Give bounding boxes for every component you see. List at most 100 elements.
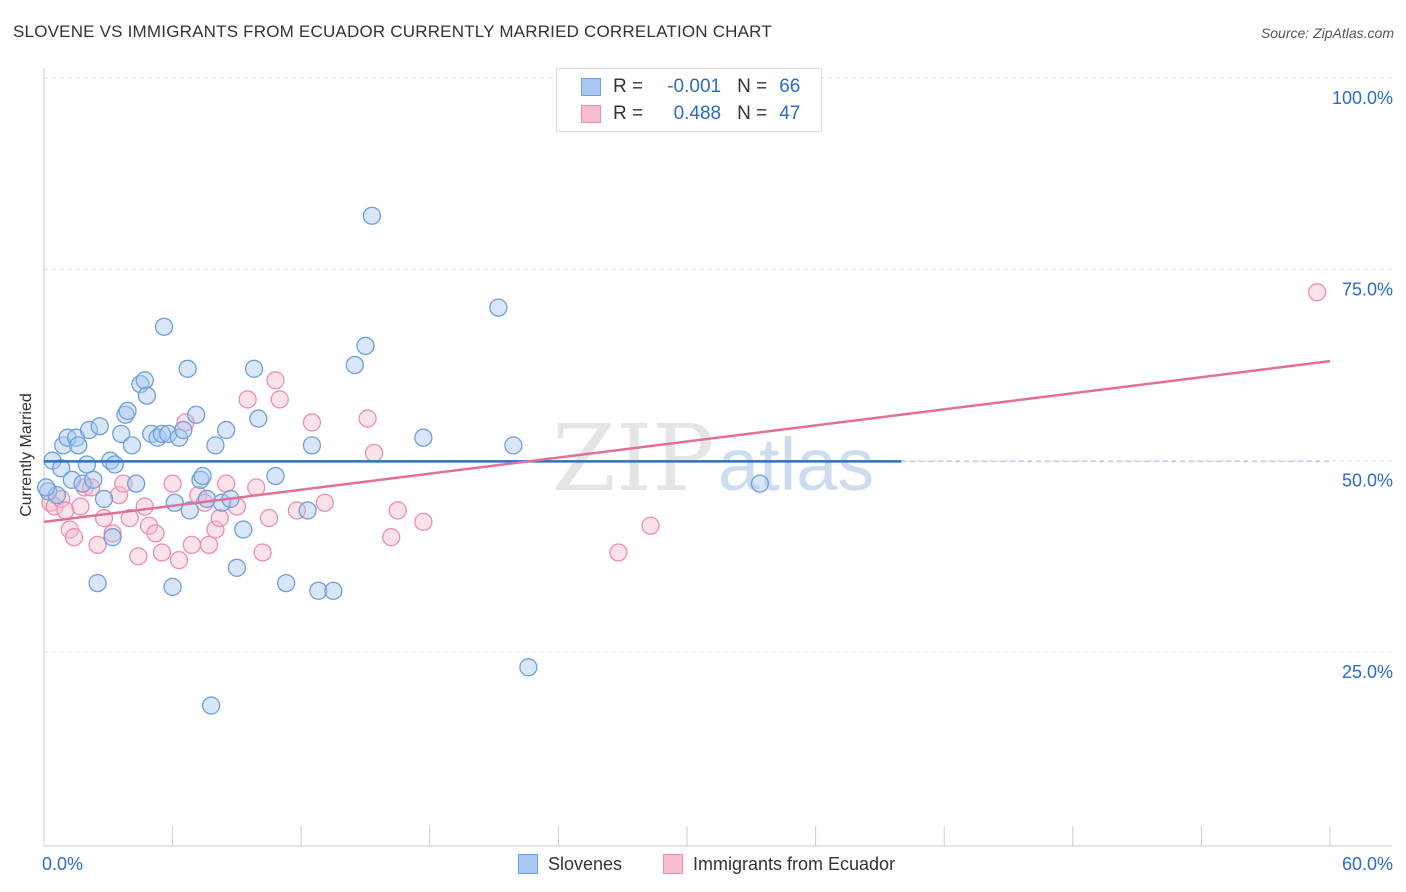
slovenes-point: [73, 474, 92, 493]
slovenes-point: [159, 424, 178, 444]
ecuador-point: [641, 516, 660, 535]
ecuador-point: [94, 508, 114, 528]
bottom-legend-slovenes[interactable]: Slovenes: [518, 852, 622, 876]
slovenes-point: [84, 470, 103, 489]
ecuador-point: [146, 524, 165, 543]
slovenes-point: [519, 658, 538, 677]
slovenes-point: [180, 501, 199, 520]
x-tick-labels: 0.0% 60.0%: [42, 854, 1393, 874]
slovenes-point: [105, 455, 124, 474]
slovenes-point: [197, 489, 217, 509]
slovenes-point: [103, 528, 122, 547]
ecuador-point: [64, 528, 84, 547]
slovenes-point: [51, 459, 71, 478]
ecuador-point: [302, 413, 322, 432]
slovenes-point: [217, 420, 236, 440]
ecuador-point: [109, 485, 129, 505]
chart-title: SLOVENE VS IMMIGRANTS FROM ECUADOR CURRE…: [13, 22, 772, 41]
slovenes-point: [193, 466, 212, 486]
series-slovenes-points: [36, 206, 770, 715]
legend-n-label: N =: [737, 76, 768, 97]
slovenes-point: [36, 478, 56, 497]
legend-n-value: 66: [779, 76, 801, 97]
source-label: Source: ZipAtlas.com: [1260, 25, 1394, 41]
slovenes-point: [266, 466, 285, 486]
slovenes-point: [112, 424, 131, 444]
slovenes-point: [187, 405, 206, 424]
slovenes-point: [277, 573, 296, 593]
ecuador-point: [1307, 283, 1327, 302]
ecuador-point: [609, 543, 628, 562]
watermark-zip: ZIP: [552, 405, 714, 512]
slovenes-point: [163, 577, 182, 597]
ecuador-point: [270, 390, 289, 409]
slovenes-point: [345, 355, 364, 375]
ecuador-point: [152, 543, 172, 562]
ecuador-point: [210, 508, 229, 528]
slovenes-point: [135, 371, 154, 390]
ecuador-point: [364, 443, 384, 463]
ecuador-point: [388, 501, 407, 520]
bottom-legend-swatch-pink: [663, 854, 683, 874]
ecuador-point: [414, 512, 433, 532]
ecuador-point: [135, 497, 154, 516]
slovenes-point: [69, 436, 88, 455]
slovenes-point: [356, 336, 375, 356]
slovenes-point: [154, 317, 174, 336]
ecuador-point: [217, 474, 236, 493]
legend-n-value: 47: [779, 103, 801, 124]
slovenes-point: [298, 501, 317, 520]
slovenes-point: [324, 581, 343, 600]
slovenes-point: [362, 206, 382, 225]
ecuador-point: [253, 543, 272, 562]
ecuador-point: [206, 520, 225, 539]
slovenes-point: [90, 417, 109, 436]
slovenes-point: [178, 359, 197, 378]
ecuador-point: [71, 497, 90, 516]
slovenes-point: [234, 520, 253, 539]
y-tick-label: 100.0%: [1332, 88, 1393, 108]
legend-swatch-blue: [581, 78, 601, 96]
ecuador-point: [266, 371, 285, 390]
slovenes-point: [174, 420, 193, 440]
slovenes-point: [77, 455, 97, 474]
slovenes-point: [62, 470, 82, 489]
y-tick-label: 50.0%: [1342, 471, 1393, 491]
slovenes-point: [202, 696, 221, 715]
ecuador-point: [358, 409, 377, 428]
slovenes-point: [309, 581, 328, 600]
y-tick-label: 75.0%: [1342, 279, 1393, 299]
ecuador-point: [120, 508, 139, 528]
legend-r-label: R =: [613, 103, 644, 124]
ecuador-point: [199, 535, 219, 555]
ecuador-point: [287, 501, 307, 520]
ecuador-point: [182, 535, 202, 555]
ecuador-point: [163, 474, 182, 493]
axes: [43, 68, 1392, 847]
bottom-legend-label: Slovenes: [548, 853, 623, 874]
slovenes-point: [152, 424, 172, 444]
legend-n-label: N =: [737, 103, 768, 124]
ecuador-point: [169, 551, 189, 570]
bottom-legend-label: Immigrants from Ecuador: [693, 853, 896, 874]
x-tick-label: 0.0%: [42, 854, 83, 874]
bottom-legend-swatch-blue: [518, 854, 538, 874]
ecuador-point: [259, 508, 279, 528]
correlation-legend: R = -0.001 N = 66 R = 0.488 N = 47: [556, 68, 822, 132]
x-tick-label: 60.0%: [1342, 854, 1393, 874]
slovenes-point: [504, 436, 523, 455]
ecuador-point: [238, 390, 257, 409]
slovenes-point: [206, 436, 225, 455]
watermark-atlas: atlas: [718, 423, 874, 506]
slovenes-point: [227, 558, 247, 577]
slovenes-point: [127, 474, 146, 493]
bottom-legend-ecuador[interactable]: Immigrants from Ecuador: [663, 852, 895, 876]
slovenes-point: [165, 493, 184, 512]
trend-lines: [43, 359, 1331, 524]
ecuador-point: [56, 501, 75, 520]
y-tick-labels: 25.0% 50.0% 75.0% 100.0%: [1332, 88, 1393, 682]
slovenes-point: [88, 573, 107, 593]
slovenes-point: [750, 474, 770, 493]
legend-row-slovenes: R = -0.001 N = 66: [581, 76, 800, 98]
